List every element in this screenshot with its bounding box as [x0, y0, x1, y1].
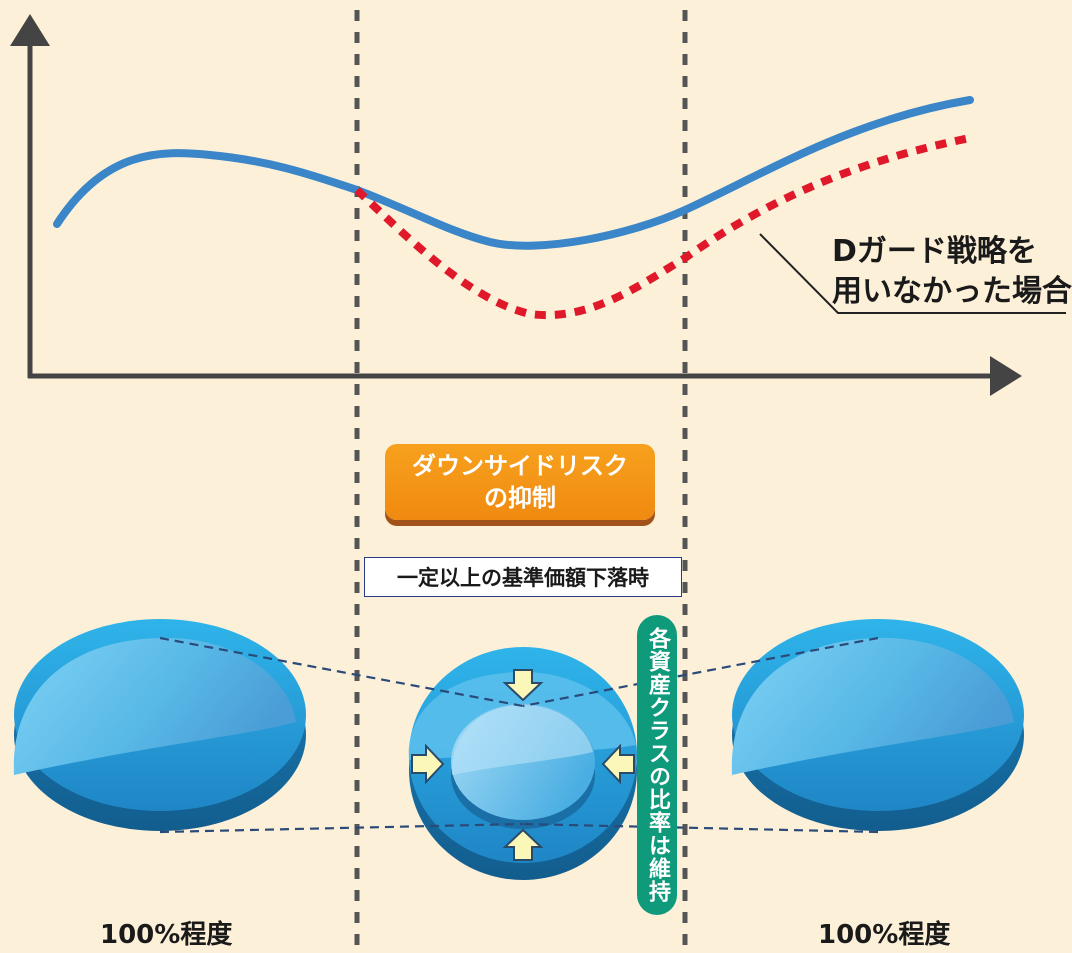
callout-line-1: Dガード戦略を: [832, 234, 1037, 269]
ratio-maintained-label: 各資産クラスの比率は維持: [637, 615, 677, 915]
left-pie-label: 100%程度: [100, 920, 233, 950]
arrow-down-icon: [502, 669, 544, 702]
projection-lines: [159, 636, 879, 834]
arrow-right-icon: [411, 743, 445, 785]
right-pie-label: 100%程度: [818, 920, 951, 950]
x-axis-arrow-icon: [990, 356, 1022, 396]
no-strategy-callout: Dガード戦略を 用いなかった場合: [832, 232, 1072, 312]
chart-axes: [10, 14, 1022, 396]
compression-arrows: [411, 669, 635, 861]
arrow-left-icon: [601, 743, 635, 785]
right-asset-sphere: [731, 619, 1024, 831]
downside-risk-badge: ダウンサイドリスク の抑制: [385, 444, 655, 520]
left-asset-sphere: [13, 619, 306, 831]
center-asset-sphere: [408, 647, 637, 880]
arrow-up-icon: [502, 828, 544, 861]
badge-line-2: の抑制: [484, 484, 556, 512]
strategy-curve: [53, 96, 974, 250]
badge-line-1: ダウンサイドリスク: [412, 452, 628, 480]
callout-leader-line: [759, 233, 1066, 314]
y-axis-arrow-icon: [10, 14, 50, 46]
threshold-label: 一定以上の基準価額下落時: [364, 557, 682, 597]
callout-line-2: 用いなかった場合: [832, 274, 1072, 309]
